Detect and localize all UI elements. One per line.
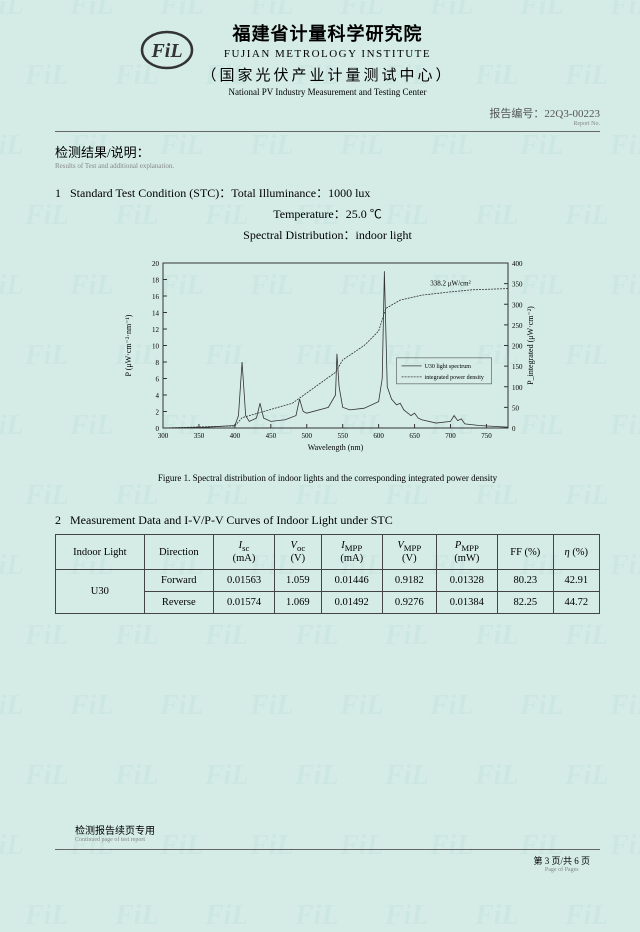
svg-text:150: 150: [512, 363, 523, 371]
stc-line3: Spectral Distribution：indoor light: [55, 226, 600, 243]
svg-text:250: 250: [512, 322, 523, 330]
svg-text:16: 16: [152, 293, 160, 301]
table-header: Voc(V): [275, 535, 321, 570]
svg-text:integrated power density: integrated power density: [424, 375, 483, 381]
svg-text:U30 light spectrum: U30 light spectrum: [424, 364, 471, 370]
spectral-chart: 0246810121416182005010015020025030035040…: [113, 253, 543, 463]
svg-text:300: 300: [157, 432, 168, 440]
section-1: 1 Standard Test Condition (STC)：Total Il…: [55, 184, 600, 243]
page-content: FiL 福建省计量科学研究院 FUJIAN METROLOGY INSTITUT…: [0, 0, 640, 614]
header-divider: [55, 131, 600, 132]
svg-text:650: 650: [409, 432, 420, 440]
svg-text:300: 300: [512, 301, 523, 309]
table-header: Direction: [144, 535, 213, 570]
footer-divider: [55, 849, 600, 850]
svg-text:100: 100: [512, 384, 523, 392]
svg-text:14: 14: [152, 310, 160, 318]
svg-text:400: 400: [512, 260, 523, 268]
svg-text:0: 0: [512, 425, 516, 433]
svg-text:P (μW·cm⁻²·nm⁻¹): P (μW·cm⁻²·nm⁻¹): [124, 314, 133, 376]
svg-text:600: 600: [373, 432, 384, 440]
svg-text:700: 700: [445, 432, 456, 440]
svg-text:400: 400: [229, 432, 240, 440]
center-name-en: National PV Industry Measurement and Tes…: [55, 87, 600, 97]
svg-text:450: 450: [265, 432, 276, 440]
svg-text:338.2 μW/cm²: 338.2 μW/cm²: [430, 280, 470, 288]
figure-caption: Figure 1. Spectral distribution of indoo…: [55, 473, 600, 483]
svg-text:4: 4: [155, 392, 159, 400]
svg-text:FiL: FiL: [150, 40, 182, 62]
svg-text:12: 12: [152, 326, 160, 334]
institute-name-en: FUJIAN METROLOGY INSTITUTE: [55, 48, 600, 60]
svg-text:50: 50: [512, 404, 520, 412]
center-name-cn: （国家光伏产业计量测试中心）: [55, 64, 600, 85]
svg-text:350: 350: [512, 281, 523, 289]
header: FiL 福建省计量科学研究院 FUJIAN METROLOGY INSTITUT…: [55, 20, 600, 97]
institute-name-cn: 福建省计量科学研究院: [55, 20, 600, 46]
table-row: U30Forward0.015631.0590.014460.91820.013…: [56, 570, 600, 592]
svg-text:6: 6: [155, 376, 159, 384]
footer-continued: 检测报告续页专用 Continued page of test report: [75, 822, 155, 843]
svg-text:Wavelength (nm): Wavelength (nm): [307, 443, 363, 452]
stc-line2: Temperature：25.0 ℃: [55, 205, 600, 222]
svg-text:500: 500: [301, 432, 312, 440]
table-header: IMPP(mA): [321, 535, 382, 570]
svg-text:20: 20: [152, 260, 160, 268]
table-header: FF (%): [498, 535, 554, 570]
results-heading: 检测结果/说明： Results of Test and additional …: [55, 142, 600, 170]
footer-page-number: 第 3 页/共 6 页 Page of Pages: [533, 854, 590, 873]
fil-logo: FiL: [140, 30, 195, 70]
section-2-heading: 2 Measurement Data and I-V/P-V Curves of…: [55, 513, 600, 528]
report-number: 报告编号：22Q3-00223 Report No.: [55, 105, 600, 127]
svg-text:8: 8: [155, 359, 159, 367]
svg-text:P_integrated (μW·cm⁻²): P_integrated (μW·cm⁻²): [526, 306, 535, 385]
measurement-table: Indoor LightDirectionIsc(mA)Voc(V)IMPP(m…: [55, 534, 600, 614]
stc-line1: Standard Test Condition (STC)：Total Illu…: [70, 186, 370, 200]
table-header: η (%): [553, 535, 599, 570]
table-header: Isc(mA): [213, 535, 274, 570]
svg-text:10: 10: [152, 343, 160, 351]
svg-text:550: 550: [337, 432, 348, 440]
table-header: PMPP(mW): [436, 535, 497, 570]
svg-text:18: 18: [152, 277, 160, 285]
svg-text:2: 2: [155, 409, 159, 417]
table-header: Indoor Light: [56, 535, 145, 570]
table-header: VMPP(V): [382, 535, 436, 570]
svg-text:750: 750: [481, 432, 492, 440]
svg-text:350: 350: [193, 432, 204, 440]
svg-text:200: 200: [512, 343, 523, 351]
